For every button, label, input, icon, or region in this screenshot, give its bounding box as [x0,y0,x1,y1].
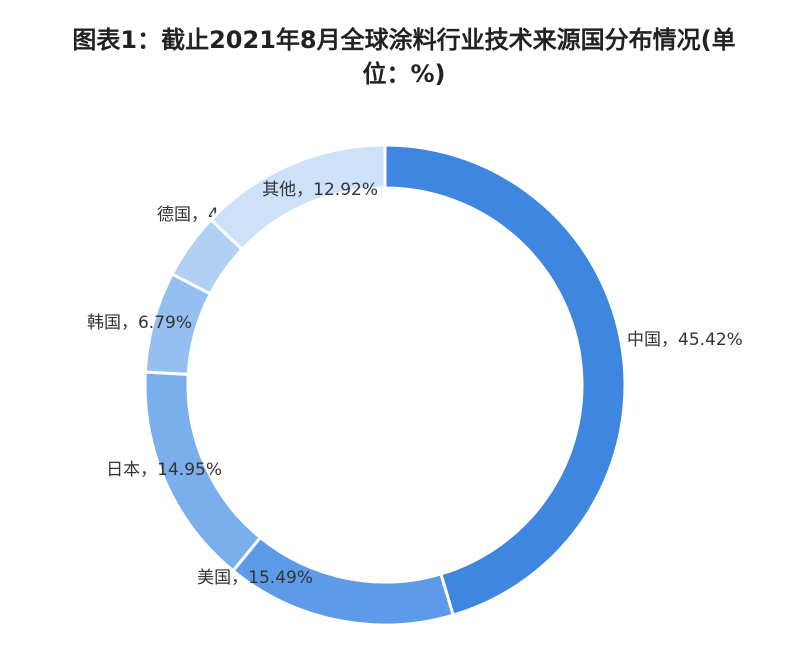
value-label: 14.95% [157,460,222,480]
category-label: 其他 [262,180,296,200]
data-label: 韩国，6.79% [87,313,192,333]
data-label: 日本，14.95% [106,460,222,480]
label-separator: ， [296,180,313,200]
data-label: 美国，15.49% [197,568,313,588]
label-separator: ， [661,330,678,350]
label-separator: ， [191,205,208,225]
value-label: 12.92% [313,180,378,200]
donut-segment [208,143,387,252]
category-label: 中国 [627,330,661,350]
value-label: 6.79% [138,313,192,333]
category-label: 美国 [197,568,231,588]
label-separator: ， [140,460,157,480]
data-label: 其他，12.92% [262,180,378,200]
category-label: 德国 [157,205,191,225]
value-label: 15.49% [248,568,313,588]
donut-segment [383,143,627,617]
category-label: 日本 [106,460,140,480]
data-label: 中国，45.42% [627,330,743,350]
chart-title: 图表1：截止2021年8月全球涂料行业技术来源国分布情况(单位：%) [72,26,735,88]
label-separator: ， [121,313,138,333]
category-label: 韩国 [87,313,121,333]
label-separator: ， [231,568,248,588]
value-label: 45.42% [678,330,743,350]
